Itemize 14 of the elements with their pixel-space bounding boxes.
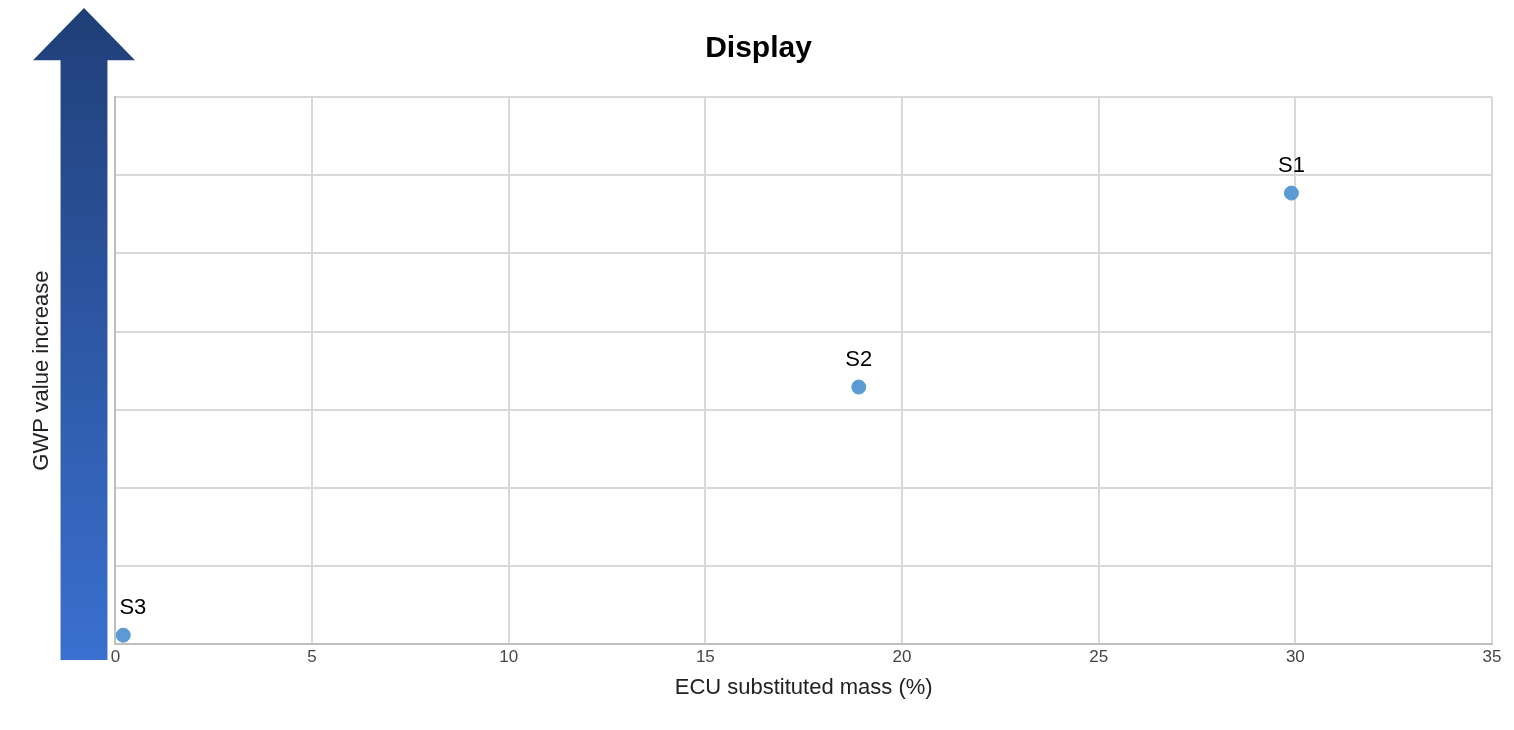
x-tick-label: 30 — [1285, 647, 1305, 667]
annotation: S3 — [119, 594, 147, 620]
x-tick-label: 35 — [1482, 647, 1502, 667]
x-axis-title: ECU substituted mass (%) — [674, 673, 933, 699]
x-tick-label: 20 — [892, 647, 912, 667]
chart-title: Display — [705, 30, 813, 64]
y-axis-title: GWP value increase — [28, 270, 54, 471]
x-tick-label: 15 — [695, 647, 715, 667]
x-tick-label: 5 — [307, 647, 317, 667]
annotation: S1 — [1277, 152, 1305, 178]
x-tick-label: 10 — [499, 647, 519, 667]
x-tick-label: 0 — [110, 647, 121, 667]
annotation: S2 — [845, 346, 873, 372]
x-tick-label: 25 — [1089, 647, 1109, 667]
